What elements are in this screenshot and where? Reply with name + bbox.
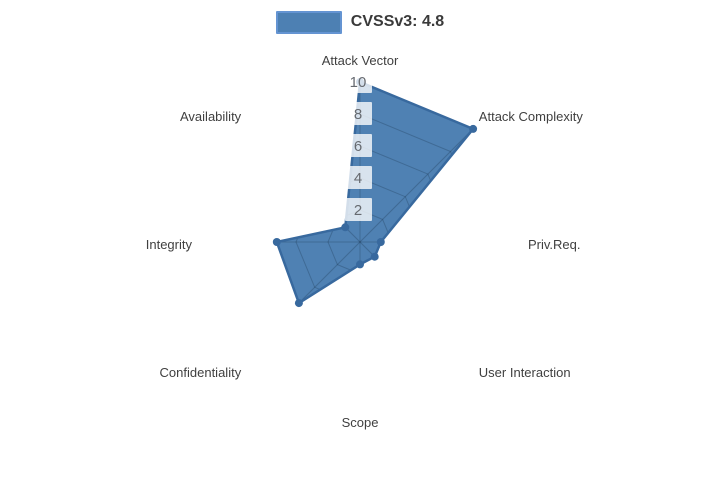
legend-label: CVSSv3: 4.8 xyxy=(350,13,445,30)
tick-box-4 xyxy=(345,166,372,189)
legend-item[interactable]: CVSSv3: 4.8 xyxy=(0,8,720,36)
series-point-attack-complexity[interactable] xyxy=(469,124,478,133)
series-polygon-fill xyxy=(276,82,474,304)
series-point-confidentiality[interactable] xyxy=(294,299,303,308)
axis-label-integrity: Integrity xyxy=(146,237,193,252)
tick-label-8: 8 xyxy=(354,106,362,123)
grid-spoke xyxy=(359,128,474,243)
tick-label-6: 6 xyxy=(354,138,362,155)
axis-label-user-interaction: User Interaction xyxy=(479,365,571,380)
axis-label-attack-vector: Attack Vector xyxy=(322,53,399,68)
series-point-availability[interactable] xyxy=(341,223,350,232)
series-point-user-interaction[interactable] xyxy=(370,252,379,261)
axis-label-scope: Scope xyxy=(342,415,379,430)
tick-box-8 xyxy=(345,102,372,125)
series-point-priv-req[interactable] xyxy=(376,238,385,246)
tick-label-4: 4 xyxy=(354,170,362,187)
axis-label-priv-req: Priv.Req. xyxy=(528,237,581,252)
tick-box-2 xyxy=(345,198,372,221)
tick-box-10 xyxy=(345,70,372,93)
tick-label-10: 10 xyxy=(350,74,367,91)
tick-box-6 xyxy=(345,134,372,157)
axis-label-availability: Availability xyxy=(180,109,242,124)
axis-label-attack-complexity: Attack Complexity xyxy=(479,109,584,124)
series-point-integrity[interactable] xyxy=(272,238,281,246)
grid-spoke xyxy=(276,241,361,304)
series-point-scope[interactable] xyxy=(356,260,364,269)
legend-swatch-icon xyxy=(275,10,342,34)
tick-label-2: 2 xyxy=(354,202,362,219)
axis-label-confidentiality: Confidentiality xyxy=(160,365,242,380)
